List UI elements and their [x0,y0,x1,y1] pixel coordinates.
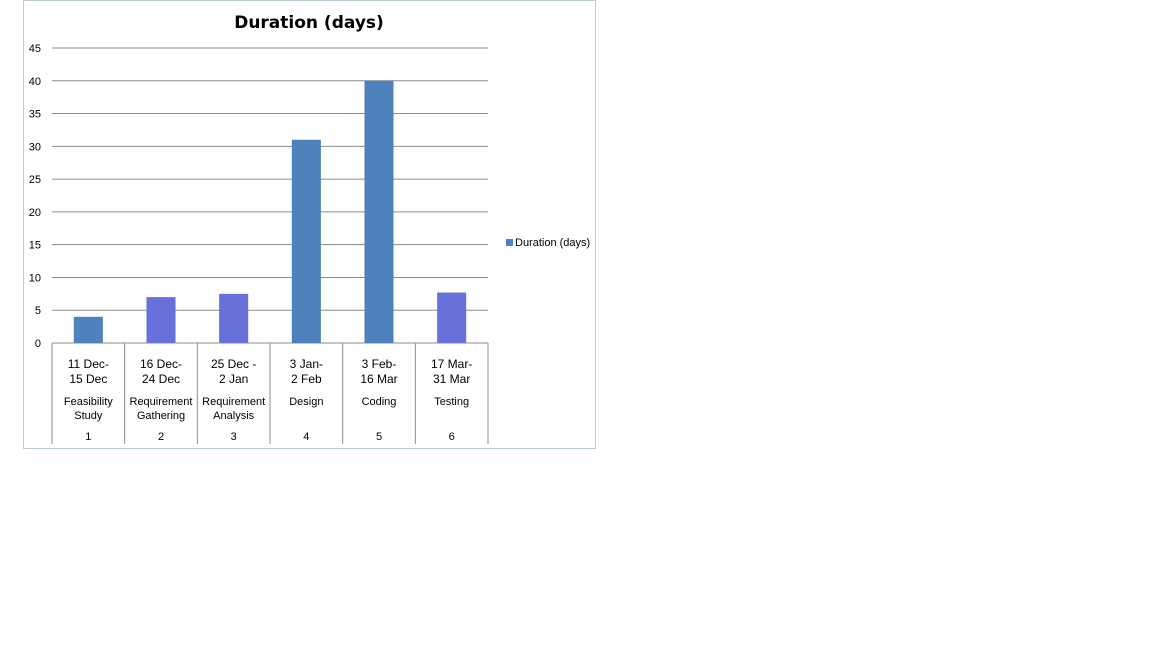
chart-frame: Duration (days) 0 5 10 15 20 25 30 35 40 45 11 De… [23,0,596,449]
x-number-label: 6 [449,431,455,443]
y-tick-label: 5 [35,305,41,317]
bar [291,139,321,343]
y-axis-ticks: 0 5 10 15 20 25 30 35 40 45 [29,43,41,350]
x-number-label: 3 [231,431,237,443]
x-axis-table: 11 Dec-15 Dec Feasibility Study 1 16 Dec-24 … [51,343,489,444]
x-date-label: 3 Feb- [362,357,397,371]
x-category-label: Requirement [202,396,265,408]
x-date-label: 2 Feb [291,372,322,386]
x-date-label: 2 Jan [219,372,248,386]
x-category-label: Feasibility [64,396,113,408]
x-category-label: Analysis [213,410,254,422]
x-date-label: 11 Dec- [68,357,109,371]
x-date-label: 24 Dec [142,372,180,386]
y-tick-label: 35 [29,109,41,121]
x-category-label: Coding [362,396,397,408]
y-tick-label: 40 [29,76,41,88]
y-tick-label: 45 [29,43,41,55]
x-date-label: 31 Mar [433,372,470,386]
x-date-label: 15 Dec [69,372,107,386]
x-category-label: Testing [434,396,469,408]
legend: Duration (days) [506,237,590,249]
x-category-label: Requirement [130,396,193,408]
x-category-label: Gathering [137,410,185,422]
y-tick-label: 20 [29,207,41,219]
x-number-label: 2 [158,431,164,443]
y-tick-label: 30 [29,141,41,153]
x-number-label: 4 [303,431,309,443]
y-tick-label: 25 [29,174,41,186]
x-number-label: 5 [376,431,382,443]
bar [364,80,394,344]
x-date-label: 16 Mar [360,372,397,386]
x-date-label: 16 Dec- [140,357,182,371]
legend-swatch [506,239,513,246]
gridlines [52,47,488,344]
legend-label: Duration (days) [515,237,590,249]
y-tick-label: 0 [35,338,41,350]
y-tick-label: 15 [29,240,41,252]
y-tick-label: 10 [29,272,41,284]
bar [437,292,467,343]
x-date-label: 3 Jan- [290,357,323,371]
x-date-label: 17 Mar- [431,357,472,371]
x-category-label: Study [74,410,103,422]
x-date-label: 25 Dec - [211,357,256,371]
bar [219,293,249,343]
bar [73,316,103,343]
x-number-label: 1 [85,431,91,443]
bar [146,297,176,343]
bars [73,80,467,344]
x-category-label: Design [289,396,323,408]
chart-title: Duration (days) [234,13,384,33]
